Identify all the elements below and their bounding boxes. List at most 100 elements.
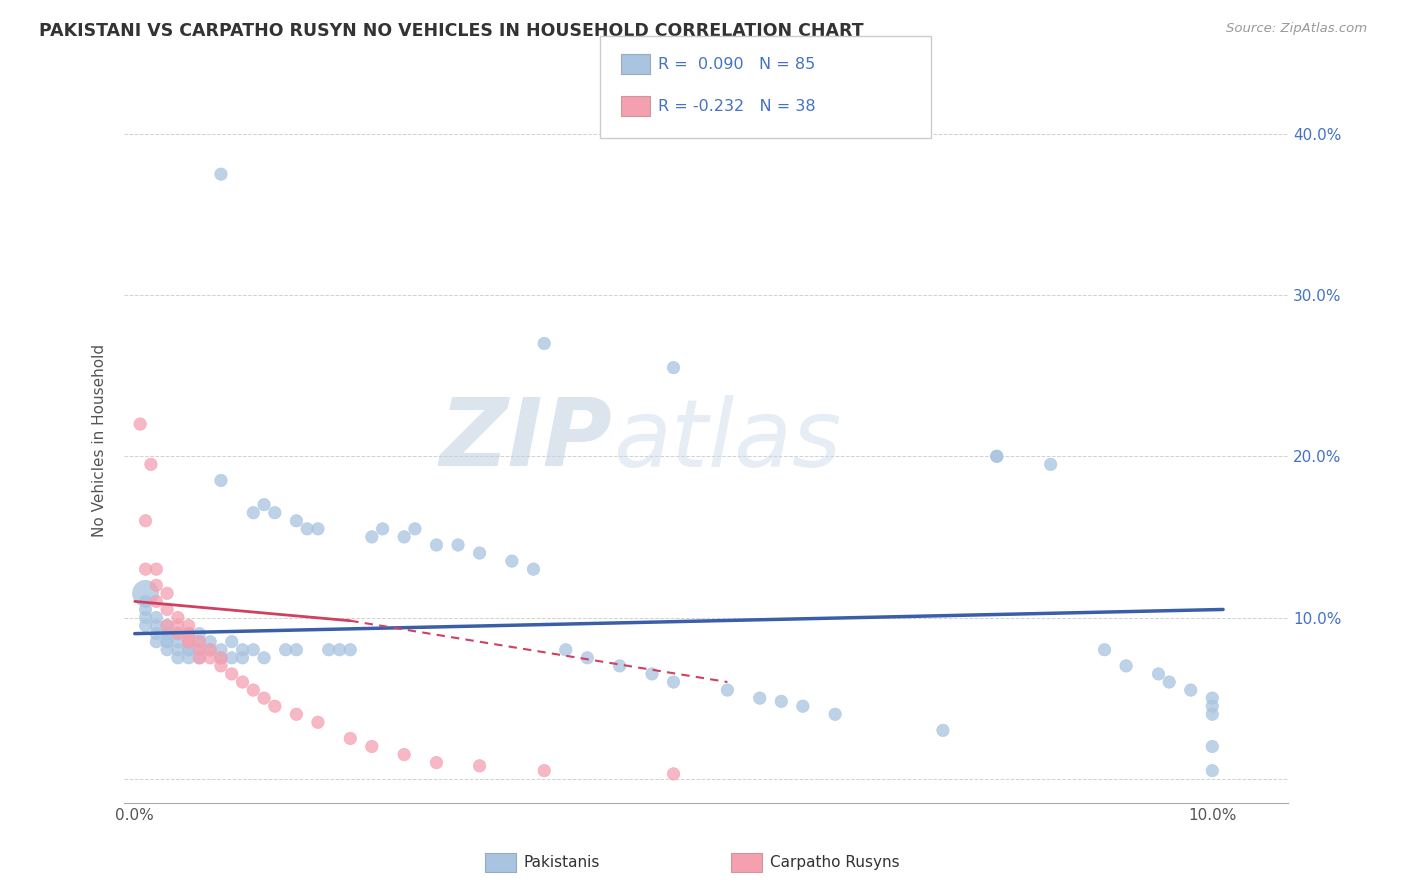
Point	[242, 642, 264, 657]
Point	[1201, 739, 1223, 754]
Point	[167, 642, 190, 657]
Point	[177, 634, 200, 648]
Text: R =  0.090   N = 85: R = 0.090 N = 85	[658, 57, 815, 71]
Point	[167, 650, 190, 665]
Point	[156, 634, 179, 648]
Point	[285, 707, 308, 722]
Point	[145, 594, 167, 608]
Point	[748, 691, 770, 706]
Point	[533, 336, 555, 351]
Point	[425, 538, 447, 552]
Point	[1094, 642, 1116, 657]
Point	[932, 723, 955, 738]
Point	[200, 634, 222, 648]
Text: Carpatho Rusyns: Carpatho Rusyns	[770, 855, 900, 870]
Point	[468, 759, 491, 773]
Point	[209, 650, 232, 665]
Point	[221, 634, 243, 648]
Point	[824, 707, 846, 722]
Point	[177, 642, 200, 657]
Text: ZIP: ZIP	[440, 394, 613, 486]
Point	[156, 626, 179, 640]
Point	[177, 618, 200, 632]
Point	[533, 764, 555, 778]
Point	[167, 626, 190, 640]
Point	[156, 602, 179, 616]
Point	[135, 610, 157, 624]
Point	[129, 417, 152, 431]
Point	[209, 659, 232, 673]
Point	[188, 634, 211, 648]
Point	[156, 626, 179, 640]
Point	[145, 562, 167, 576]
Text: PAKISTANI VS CARPATHO RUSYN NO VEHICLES IN HOUSEHOLD CORRELATION CHART: PAKISTANI VS CARPATHO RUSYN NO VEHICLES …	[39, 22, 865, 40]
Point	[662, 767, 685, 781]
Text: atlas: atlas	[613, 394, 841, 485]
Point	[274, 642, 297, 657]
Point	[263, 506, 285, 520]
Point	[468, 546, 491, 560]
Point	[792, 699, 814, 714]
Point	[360, 739, 382, 754]
Point	[221, 650, 243, 665]
Point	[145, 618, 167, 632]
Point	[177, 634, 200, 648]
Point	[339, 731, 361, 746]
Point	[200, 650, 222, 665]
Point	[263, 699, 285, 714]
Point	[447, 538, 470, 552]
Point	[145, 578, 167, 592]
Point	[307, 522, 329, 536]
Point	[307, 715, 329, 730]
Point	[609, 659, 631, 673]
Point	[200, 642, 222, 657]
Point	[209, 642, 232, 657]
Point	[554, 642, 576, 657]
Point	[135, 618, 157, 632]
Point	[188, 626, 211, 640]
Point	[1201, 764, 1223, 778]
Point	[139, 458, 162, 472]
Point	[145, 634, 167, 648]
Point	[242, 506, 264, 520]
Point	[145, 626, 167, 640]
Point	[392, 530, 415, 544]
Point	[177, 634, 200, 648]
Point	[501, 554, 523, 568]
Point	[188, 650, 211, 665]
Point	[770, 694, 793, 708]
Point	[209, 474, 232, 488]
Point	[156, 634, 179, 648]
Point	[522, 562, 544, 576]
Point	[1039, 458, 1062, 472]
Point	[231, 650, 253, 665]
Point	[209, 650, 232, 665]
Point	[1115, 659, 1137, 673]
Point	[167, 618, 190, 632]
Point	[716, 683, 738, 698]
Point	[188, 634, 211, 648]
Point	[404, 522, 426, 536]
Point	[371, 522, 394, 536]
Point	[425, 756, 447, 770]
Point	[135, 602, 157, 616]
Point	[986, 450, 1008, 464]
Point	[209, 167, 232, 181]
Point	[339, 642, 361, 657]
Point	[188, 650, 211, 665]
Point	[188, 642, 211, 657]
Point	[145, 610, 167, 624]
Point	[295, 522, 318, 536]
Text: Pakistanis: Pakistanis	[523, 855, 599, 870]
Point	[253, 498, 276, 512]
Point	[1201, 707, 1223, 722]
Point	[188, 642, 211, 657]
Point	[156, 586, 179, 600]
Point	[156, 618, 179, 632]
Point	[221, 667, 243, 681]
Point	[242, 683, 264, 698]
Y-axis label: No Vehicles in Household: No Vehicles in Household	[93, 343, 107, 537]
Point	[285, 642, 308, 657]
Point	[177, 642, 200, 657]
Point	[177, 626, 200, 640]
